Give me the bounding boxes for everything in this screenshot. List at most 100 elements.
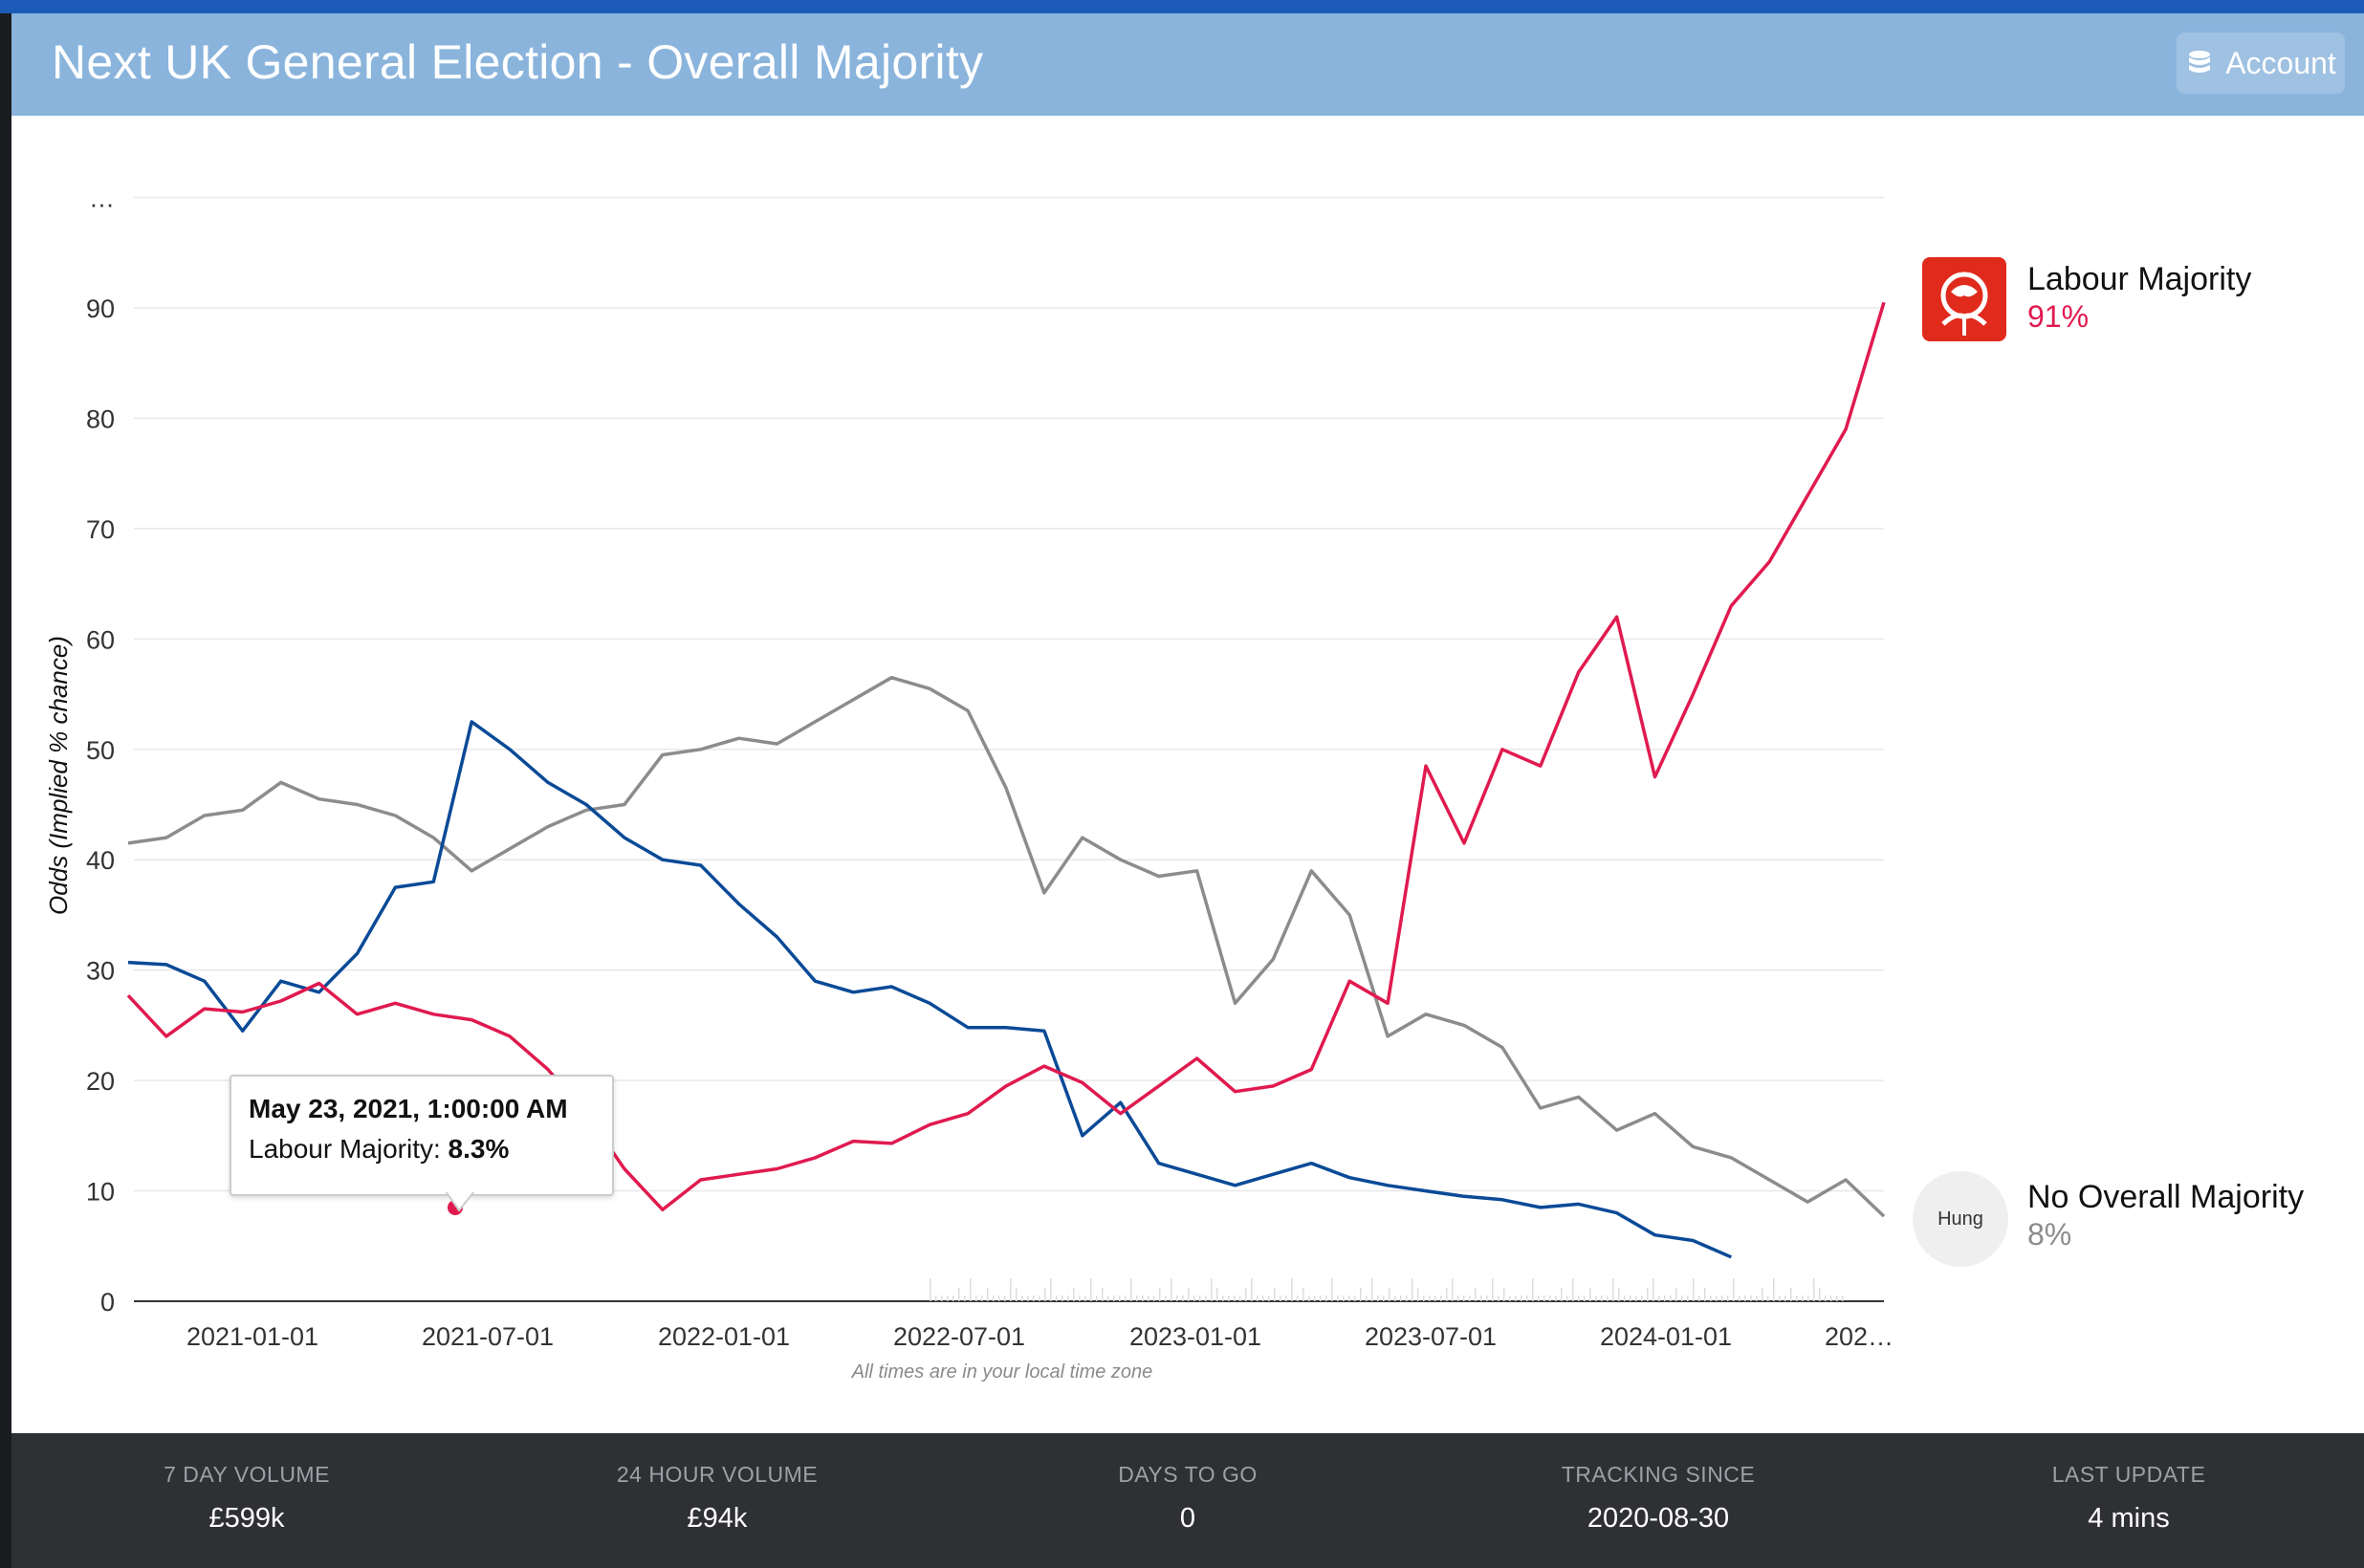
volume-bar bbox=[1561, 1288, 1563, 1301]
volume-bar bbox=[1739, 1296, 1740, 1301]
timezone-note: All times are in your local time zone bbox=[851, 1361, 1153, 1383]
volume-bar bbox=[1142, 1296, 1144, 1301]
volume-bar bbox=[987, 1288, 989, 1301]
y-tick-label: 20 bbox=[86, 1067, 115, 1096]
volume-bar bbox=[1618, 1288, 1620, 1301]
y-axis-ticks: 0102030405060708090… bbox=[86, 185, 115, 1317]
volume-bar bbox=[1521, 1296, 1522, 1301]
volume-bar bbox=[1475, 1288, 1477, 1301]
stat-value: 2020-08-30 bbox=[1587, 1503, 1730, 1534]
series-line-no-overall-majority[interactable] bbox=[127, 675, 1886, 1218]
y-tick-label: 60 bbox=[86, 625, 115, 654]
volume-bar bbox=[981, 1296, 983, 1301]
stat-label: TRACKING SINCE bbox=[1561, 1462, 1756, 1487]
volume-bar bbox=[952, 1296, 954, 1301]
database-icon bbox=[2189, 51, 2211, 73]
y-axis-label: Odds (Implied % chance) bbox=[44, 636, 73, 915]
x-tick-label: 2021-07-01 bbox=[422, 1322, 554, 1351]
legend-no-overall-majority[interactable]: Hung No Overall Majority 8% bbox=[1913, 1171, 2353, 1267]
volume-bar bbox=[1526, 1296, 1528, 1301]
legend-labour-majority[interactable]: Labour Majority 91% bbox=[1922, 257, 2353, 353]
volume-bar bbox=[964, 1296, 966, 1301]
volume-bar bbox=[1549, 1296, 1551, 1301]
volume-bar bbox=[1056, 1296, 1058, 1301]
volume-bar bbox=[1658, 1296, 1660, 1301]
y-tick-label: 0 bbox=[100, 1288, 115, 1317]
x-axis-ticks: 2021-01-01 2021-07-01 2022-01-01 2022-07-01… bbox=[186, 1322, 1893, 1351]
volume-bar bbox=[947, 1296, 949, 1301]
tooltip-pointer bbox=[446, 1191, 474, 1212]
volume-bar bbox=[1257, 1296, 1259, 1301]
volume-bar bbox=[1234, 1296, 1236, 1301]
volume-bar bbox=[1027, 1296, 1029, 1301]
volume-bar bbox=[1371, 1278, 1373, 1301]
x-tick-label: 2021-01-01 bbox=[186, 1322, 318, 1351]
volume-bar bbox=[1188, 1288, 1190, 1301]
volume-bar bbox=[1446, 1288, 1448, 1301]
stat-label: DAYS TO GO bbox=[1118, 1462, 1258, 1487]
volume-bar bbox=[1429, 1296, 1431, 1301]
y-tick-label: 90 bbox=[86, 294, 115, 323]
volume-bar bbox=[1601, 1296, 1603, 1301]
volume-bar bbox=[1664, 1296, 1666, 1301]
hung-badge-label: Hung bbox=[1937, 1208, 1983, 1230]
volume-bar bbox=[1193, 1296, 1195, 1301]
volume-bar bbox=[1211, 1278, 1213, 1301]
hung-badge: Hung bbox=[1913, 1171, 2008, 1267]
volume-bar bbox=[1733, 1278, 1735, 1301]
app-frame: Next UK General Election - Overall Major… bbox=[11, 13, 2364, 1568]
volume-bar bbox=[1406, 1296, 1408, 1301]
volume-bar bbox=[1641, 1296, 1643, 1301]
volume-bar bbox=[1819, 1288, 1821, 1301]
stat-7-day-volume: 7 DAY VOLUME £599k bbox=[11, 1433, 482, 1568]
legend-name-no-overall: No Overall Majority bbox=[2027, 1179, 2305, 1215]
volume-bar bbox=[1159, 1288, 1161, 1301]
volume-bar bbox=[1245, 1288, 1247, 1301]
volume-bar bbox=[1756, 1296, 1758, 1301]
volume-bar bbox=[1555, 1296, 1557, 1301]
tooltip-series-label: Labour Majority: bbox=[249, 1134, 441, 1164]
tooltip-row: Labour Majority: 8.3% bbox=[249, 1134, 595, 1165]
volume-bar bbox=[1538, 1296, 1540, 1301]
volume-bar bbox=[1498, 1296, 1499, 1301]
y-tick-label: 10 bbox=[86, 1178, 115, 1207]
volume-bar bbox=[1039, 1296, 1040, 1301]
volume-bar bbox=[1802, 1296, 1804, 1301]
labour-rose-icon bbox=[1922, 257, 2006, 341]
stat-value: 4 mins bbox=[2088, 1503, 2170, 1534]
volume-bar bbox=[1807, 1296, 1809, 1301]
volume-bar bbox=[970, 1278, 972, 1301]
volume-bar bbox=[1767, 1296, 1769, 1301]
series-line-labour-majority[interactable] bbox=[126, 301, 1886, 1211]
volume-bar bbox=[1457, 1296, 1459, 1301]
volume-bar bbox=[1079, 1296, 1081, 1301]
volume-bar bbox=[1297, 1296, 1299, 1301]
volume-bar bbox=[1251, 1278, 1253, 1301]
volume-bar bbox=[1779, 1296, 1781, 1301]
volume-bar bbox=[1727, 1296, 1729, 1301]
volume-bar bbox=[1773, 1278, 1775, 1301]
x-tick-label: 2024-01-01 bbox=[1600, 1322, 1732, 1351]
volume-bar bbox=[1412, 1278, 1413, 1301]
volume-bar bbox=[1073, 1288, 1075, 1301]
stat-tracking-since: TRACKING SINCE 2020-08-30 bbox=[1423, 1433, 1893, 1568]
account-button[interactable]: Account bbox=[2177, 33, 2345, 94]
x-tick-label: 2022-01-01 bbox=[658, 1322, 790, 1351]
series-line-blue[interactable] bbox=[127, 720, 1732, 1259]
x-tick-label: 2023-01-01 bbox=[1129, 1322, 1261, 1351]
volume-bar bbox=[1584, 1296, 1586, 1301]
volume-bar bbox=[1366, 1296, 1368, 1301]
volume-bar bbox=[1389, 1288, 1390, 1301]
volume-bar bbox=[1033, 1296, 1035, 1301]
volume-bar bbox=[1744, 1296, 1746, 1301]
volume-bar bbox=[1096, 1296, 1098, 1301]
volume-bar bbox=[1675, 1288, 1677, 1301]
chart-tooltip: May 23, 2021, 1:00:00 AM Labour Majority… bbox=[230, 1075, 614, 1212]
volume-bar bbox=[930, 1278, 931, 1301]
volume-bar bbox=[1010, 1278, 1012, 1301]
volume-bar bbox=[1480, 1296, 1482, 1301]
volume-bar bbox=[1578, 1296, 1580, 1301]
volume-bar bbox=[1102, 1288, 1104, 1301]
volume-bar bbox=[1532, 1278, 1534, 1301]
volume-bar bbox=[1721, 1296, 1723, 1301]
